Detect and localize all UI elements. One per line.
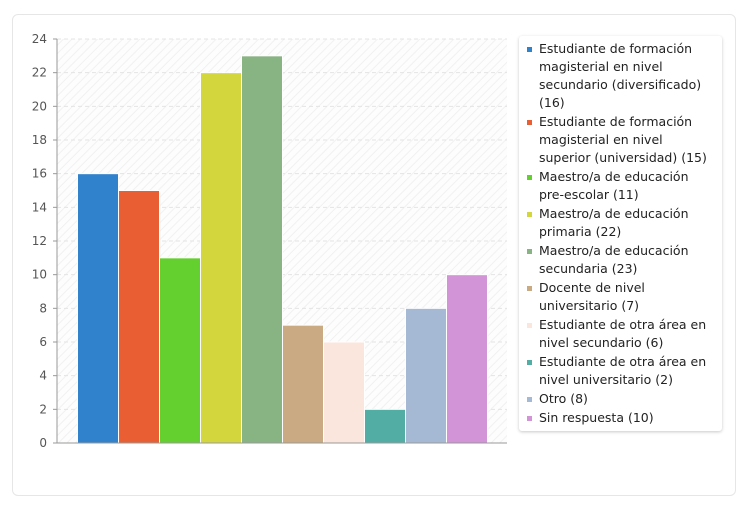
legend-label: Maestro/a de educación secundaria (23): [539, 243, 689, 276]
y-tick-label: 6: [39, 335, 47, 349]
legend-label: Maestro/a de educación pre-escolar (11): [539, 169, 689, 202]
legend-label: Estudiante de otra área en nivel secunda…: [539, 317, 707, 350]
legend-label: Otro (8): [539, 391, 588, 406]
legend-swatch: [527, 416, 532, 421]
legend-item[interactable]: Docente de nivel universitario (7): [527, 279, 716, 315]
bar-10[interactable]: [446, 274, 488, 444]
legend-label: Estudiante de otra área en nivel univers…: [539, 354, 707, 387]
y-tick-label: 18: [32, 133, 47, 147]
legend-item[interactable]: Maestro/a de educación pre-escolar (11): [527, 168, 716, 204]
y-tick-label: 22: [32, 66, 47, 80]
y-tick-label: 20: [32, 99, 47, 113]
bar-7[interactable]: [323, 341, 365, 444]
y-tick-label: 0: [39, 436, 47, 450]
legend-label: Docente de nivel universitario (7): [539, 280, 645, 313]
legend-item[interactable]: Estudiante de formación magisterial en n…: [527, 40, 716, 112]
legend-item[interactable]: Maestro/a de educación secundaria (23): [527, 242, 716, 278]
legend-item[interactable]: Estudiante de otra área en nivel univers…: [527, 353, 716, 389]
y-tick-label: 2: [39, 402, 47, 416]
legend-swatch: [527, 286, 532, 291]
legend-item[interactable]: Estudiante de otra área en nivel secunda…: [527, 316, 716, 352]
y-tick-label: 24: [32, 32, 47, 46]
legend-item[interactable]: Sin respuesta (10): [527, 409, 716, 427]
bar-1[interactable]: [77, 173, 119, 444]
legend-item[interactable]: Maestro/a de educación primaria (22): [527, 205, 716, 241]
y-tick-label: 8: [39, 301, 47, 315]
bar-6[interactable]: [282, 324, 324, 444]
legend-label: Sin respuesta (10): [539, 410, 654, 425]
bar-5[interactable]: [241, 55, 283, 444]
legend-swatch: [527, 249, 532, 254]
legend-swatch: [527, 47, 532, 52]
bar-4[interactable]: [200, 72, 242, 444]
legend-swatch: [527, 360, 532, 365]
legend-swatch: [527, 397, 532, 402]
bar-2[interactable]: [118, 190, 160, 444]
legend-label: Estudiante de formación magisterial en n…: [539, 114, 707, 165]
legend-item[interactable]: Otro (8): [527, 390, 716, 408]
legend-label: Estudiante de formación magisterial en n…: [539, 41, 702, 110]
y-tick-label: 14: [32, 200, 47, 214]
legend-swatch: [527, 175, 532, 180]
y-tick-label: 16: [32, 167, 47, 181]
legend-item[interactable]: Estudiante de formación magisterial en n…: [527, 113, 716, 167]
y-tick-label: 4: [39, 369, 47, 383]
bar-3[interactable]: [159, 257, 201, 444]
bar-9[interactable]: [405, 307, 447, 444]
legend-swatch: [527, 120, 532, 125]
legend-swatch: [527, 323, 532, 328]
legend-swatch: [527, 212, 532, 217]
y-tick-label: 12: [32, 234, 47, 248]
y-tick-label: 10: [32, 268, 47, 282]
legend: Estudiante de formación magisterial en n…: [519, 36, 722, 431]
bars: [77, 55, 488, 444]
bar-8[interactable]: [364, 408, 406, 444]
legend-label: Maestro/a de educación primaria (22): [539, 206, 689, 239]
